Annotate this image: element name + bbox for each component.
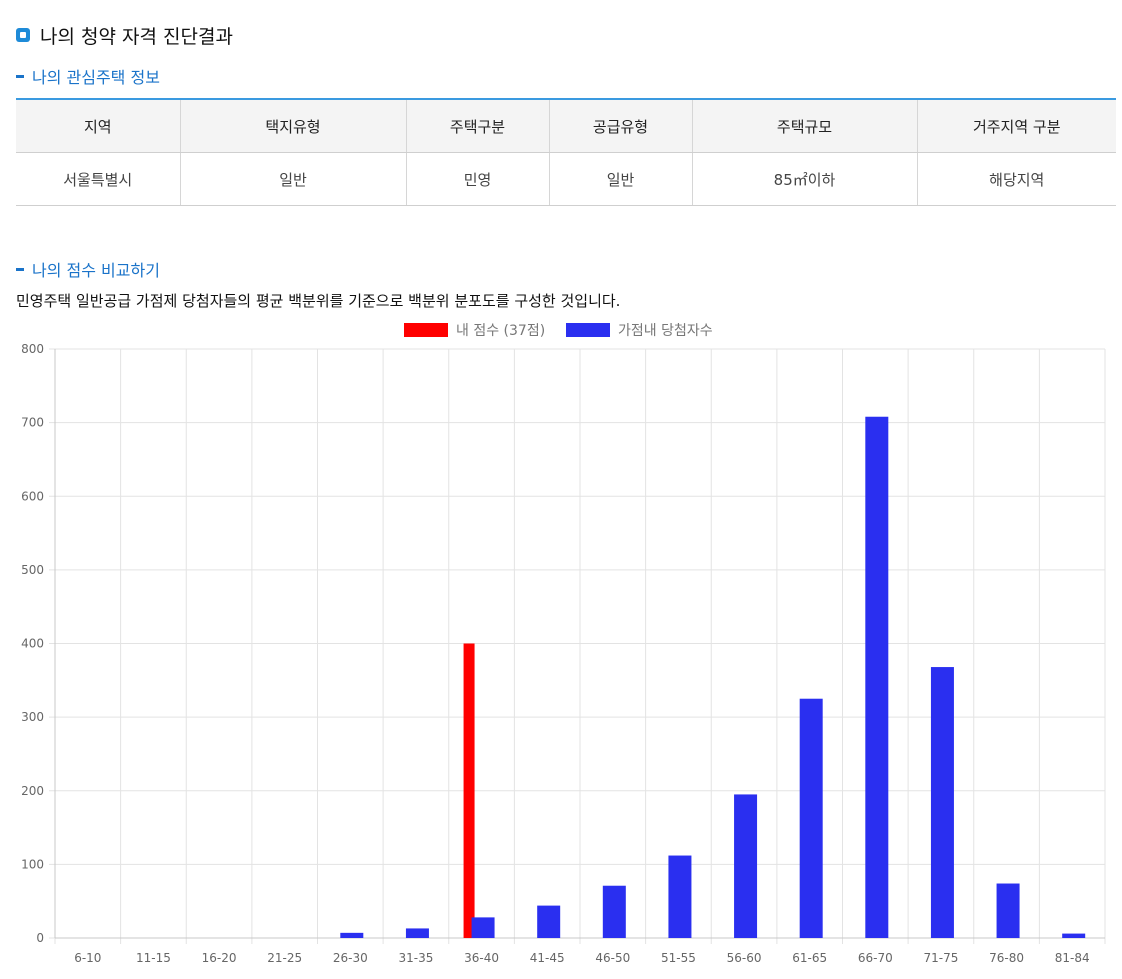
- score-distribution-chart: 0 100 200 300 400 500 600 700 800 6-10 11-15 16-20 2…: [21, 323, 1106, 965]
- cell-housing-class: 민영: [406, 152, 550, 206]
- x-tick-label: 16-20: [202, 951, 237, 965]
- winner-count-bar: [602, 885, 626, 938]
- section-title-housing: 나의 관심주택 정보: [16, 64, 160, 88]
- chart-description: 민영주택 일반공급 가점제 당첨자들의 평균 백분위를 기준으로 백분위 분포도…: [16, 292, 621, 310]
- y-tick-label: 300: [21, 710, 44, 724]
- header-region: 지역: [16, 99, 181, 153]
- y-tick-label: 600: [21, 489, 44, 503]
- winner-count-bar: [734, 794, 758, 938]
- cell-land-type: 일반: [180, 152, 407, 206]
- x-tick-label: 31-35: [399, 951, 434, 965]
- header-housing-class: 주택구분: [406, 99, 550, 153]
- x-tick-label: 81-84: [1055, 951, 1090, 965]
- winner-count-bar: [471, 917, 495, 938]
- header-supply-type: 공급유형: [549, 99, 693, 153]
- x-tick-label: 51-55: [661, 951, 696, 965]
- section-title-score: 나의 점수 비교하기: [16, 257, 160, 281]
- dash-bullet-icon: [16, 74, 24, 78]
- y-tick-label: 400: [21, 637, 44, 651]
- header-land-type: 택지유형: [180, 99, 407, 153]
- winner-count-bar: [537, 905, 561, 938]
- cell-region: 서울특별시: [16, 152, 181, 206]
- winner-count-bar: [1062, 933, 1086, 938]
- cell-residence-area: 해당지역: [917, 152, 1116, 206]
- y-tick-label: 100: [21, 857, 44, 871]
- my-score-bar: [463, 643, 475, 938]
- legend-label-my-score: 내 점수 (37점): [456, 323, 545, 339]
- header-residence-area: 거주지역 구분: [917, 99, 1116, 153]
- page-title-text: 나의 청약 자격 진단결과: [40, 25, 233, 48]
- header-housing-size: 주택규모: [692, 99, 918, 153]
- x-tick-label: 56-60: [727, 951, 762, 965]
- housing-info-table: 지역 택지유형 주택구분 공급유형 주택규모 거주지역 구분 서울특별시 일반 …: [16, 98, 1116, 206]
- x-tick-label: 66-70: [858, 951, 893, 965]
- winner-count-bar: [340, 932, 364, 938]
- winner-count-bar: [865, 416, 889, 938]
- cell-housing-size: 85㎡이하: [692, 152, 918, 206]
- legend-swatch-my-score: [404, 323, 448, 337]
- winner-count-bar: [405, 928, 429, 938]
- table-header-row: 지역 택지유형 주택구분 공급유형 주택규모 거주지역 구분: [16, 99, 1116, 153]
- x-tick-label: 11-15: [136, 951, 171, 965]
- winner-count-bar: [930, 667, 954, 938]
- y-tick-label: 800: [21, 342, 44, 356]
- section-title-score-text: 나의 점수 비교하기: [32, 261, 160, 280]
- square-bullet-icon: [16, 28, 30, 42]
- y-tick-label: 500: [21, 563, 44, 577]
- y-tick-label: 700: [21, 416, 44, 430]
- legend-label-winners: 가점내 당첨자수: [618, 323, 713, 339]
- x-tick-label: 76-80: [989, 951, 1024, 965]
- y-tick-label: 0: [36, 931, 44, 945]
- x-tick-label: 71-75: [924, 951, 959, 965]
- x-tick-label: 6-10: [74, 951, 101, 965]
- x-tick-label: 21-25: [267, 951, 302, 965]
- winner-count-bar: [996, 883, 1020, 938]
- x-tick-label: 41-45: [530, 951, 565, 965]
- x-tick-label: 46-50: [595, 951, 630, 965]
- dash-bullet-icon: [16, 267, 24, 271]
- y-tick-label: 200: [21, 784, 44, 798]
- x-tick-label: 36-40: [464, 951, 499, 965]
- section-title-housing-text: 나의 관심주택 정보: [32, 68, 160, 87]
- winner-count-bar: [799, 698, 823, 938]
- x-tick-label: 61-65: [792, 951, 827, 965]
- x-tick-label: 26-30: [333, 951, 368, 965]
- table-row: 서울특별시 일반 민영 일반 85㎡이하 해당지역: [16, 152, 1116, 206]
- winner-count-bar: [668, 855, 692, 938]
- page-title: 나의 청약 자격 진단결과: [16, 22, 233, 48]
- cell-supply-type: 일반: [549, 152, 693, 206]
- legend-swatch-winners: [566, 323, 610, 337]
